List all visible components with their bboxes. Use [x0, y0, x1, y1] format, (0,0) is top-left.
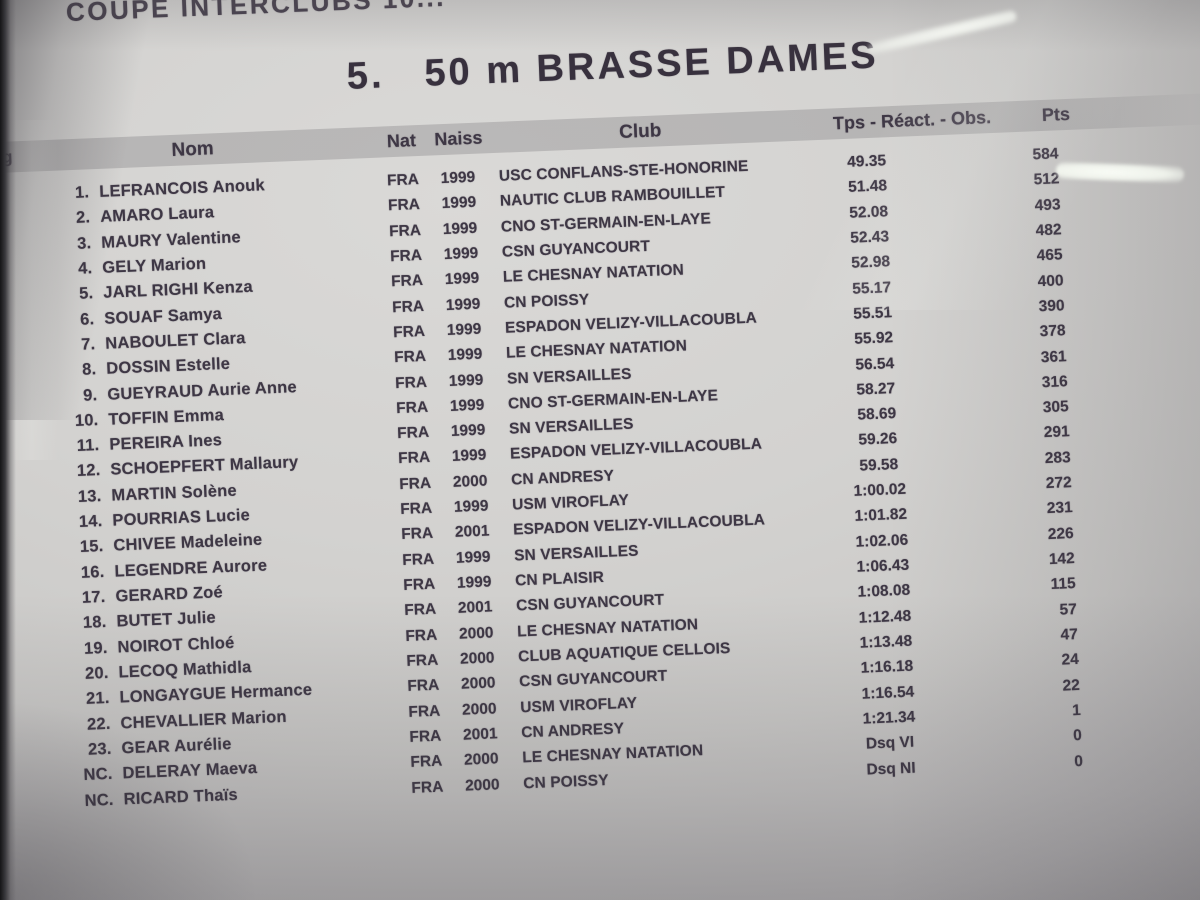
- birth-year-cell: 1999: [441, 194, 477, 213]
- event-number: 5.: [345, 54, 386, 98]
- birth-year-cell: 2000: [463, 750, 499, 769]
- nationality-cell: FRA: [407, 676, 440, 696]
- results-rows: 1. LEFRANCOIS Anouk FRA 1999 USC CONFLAN…: [0, 141, 1091, 817]
- birth-year-cell: 1999: [446, 320, 482, 339]
- top-shadow: [0, 0, 1200, 60]
- birth-year-cell: 1999: [451, 447, 487, 466]
- nationality-cell: FRA: [408, 702, 441, 721]
- birth-year-cell: 2001: [457, 598, 493, 618]
- nationality-cell: FRA: [399, 499, 433, 519]
- birth-year-cell: 2001: [462, 725, 498, 744]
- birth-year-cell: 1999: [456, 573, 492, 592]
- birth-year-cell: 1999: [443, 244, 479, 264]
- birth-year-cell: 1999: [450, 421, 486, 441]
- nationality-cell: FRA: [409, 727, 442, 746]
- column-header-name: Nom: [171, 138, 215, 161]
- birth-year-cell: 2001: [454, 522, 490, 542]
- nationality-cell: FRA: [388, 221, 422, 240]
- birth-year-cell: 1999: [444, 269, 480, 289]
- birth-year-cell: 2000: [464, 775, 500, 795]
- nationality-cell: FRA: [386, 171, 420, 190]
- nationality-cell: FRA: [400, 525, 434, 544]
- birth-year-cell: 2000: [458, 624, 494, 643]
- nationality-cell: FRA: [410, 752, 443, 772]
- column-header-nat: Nat: [386, 130, 417, 152]
- birth-year-cell: 2000: [461, 699, 497, 719]
- nationality-cell: FRA: [405, 626, 438, 645]
- column-header-naiss: Naiss: [433, 127, 483, 150]
- points-cell: 0: [1073, 752, 1084, 770]
- nationality-cell: FRA: [398, 474, 432, 493]
- rank-cell: NC.: [84, 790, 114, 810]
- nationality-cell: FRA: [387, 196, 421, 215]
- nationality-cell: FRA: [403, 575, 436, 594]
- nationality-cell: FRA: [391, 297, 425, 316]
- column-header-pts: Pts: [1041, 103, 1071, 125]
- birth-year-cell: 2000: [460, 674, 496, 694]
- nationality-cell: FRA: [406, 651, 439, 670]
- column-header-time: Tps - Réact. - Obs.: [832, 107, 992, 134]
- nationality-cell: FRA: [411, 778, 444, 797]
- birth-year-cell: 1999: [455, 548, 491, 567]
- nationality-cell: FRA: [396, 423, 430, 443]
- birth-year-cell: 1999: [442, 219, 478, 238]
- nationality-cell: FRA: [392, 322, 426, 342]
- nationality-cell: FRA: [395, 398, 429, 417]
- nationality-cell: FRA: [394, 373, 428, 392]
- column-header-rank: Rg: [0, 147, 13, 168]
- birth-year-cell: 1999: [448, 371, 484, 390]
- birth-year-cell: 1999: [445, 295, 481, 314]
- time-cell: Dsq NI: [866, 759, 916, 779]
- birth-year-cell: 1999: [449, 396, 485, 415]
- birth-year-cell: 1999: [447, 345, 483, 365]
- birth-year-cell: 1999: [453, 497, 489, 516]
- birth-year-cell: 2000: [452, 472, 488, 491]
- nationality-cell: FRA: [404, 601, 437, 620]
- nationality-cell: FRA: [390, 272, 424, 291]
- column-header-club: Club: [618, 120, 662, 143]
- nationality-cell: FRA: [389, 246, 423, 266]
- birth-year-cell: 2000: [459, 649, 495, 668]
- nationality-cell: FRA: [393, 348, 427, 367]
- birth-year-cell: 1999: [440, 168, 476, 188]
- nationality-cell: FRA: [401, 550, 435, 569]
- nationality-cell: FRA: [397, 449, 431, 468]
